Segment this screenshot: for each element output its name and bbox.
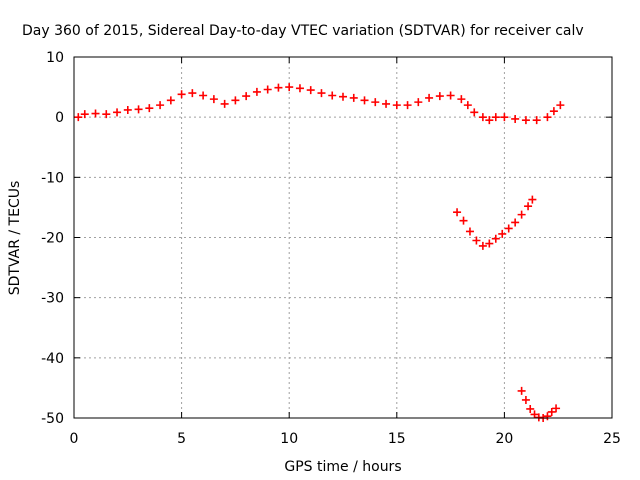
x-tick-label: 25 (603, 431, 621, 447)
y-tick-label: -50 (41, 411, 64, 427)
data-point (91, 109, 100, 118)
data-point (188, 89, 197, 98)
x-tick-label: 10 (280, 431, 298, 447)
data-series (74, 83, 565, 422)
data-point (177, 90, 186, 99)
data-point (552, 404, 561, 413)
y-tick-label: -20 (41, 231, 64, 247)
data-point (403, 101, 412, 110)
data-point (123, 105, 132, 114)
data-point (511, 114, 520, 123)
data-point (530, 410, 539, 419)
data-point (543, 113, 552, 122)
data-point (498, 229, 507, 238)
data-point (556, 101, 565, 110)
data-point (478, 241, 487, 250)
data-point (521, 395, 530, 404)
plot-frame (73, 56, 613, 419)
data-point (504, 224, 513, 233)
x-axis-label: GPS time / hours (284, 459, 401, 475)
data-point (134, 105, 143, 114)
x-tick-label: 20 (495, 431, 513, 447)
data-point (521, 116, 530, 125)
data-point (491, 234, 500, 243)
data-point (339, 92, 347, 101)
y-tick-label: 10 (46, 50, 64, 66)
data-point (274, 83, 283, 92)
data-point (524, 202, 533, 211)
data-point (425, 93, 434, 102)
data-point (528, 195, 537, 204)
data-point (465, 227, 474, 236)
data-point (199, 91, 208, 100)
data-point (285, 83, 294, 92)
data-point (457, 95, 466, 104)
data-point (263, 85, 272, 94)
data-point (453, 208, 462, 217)
data-point (231, 96, 240, 105)
data-point (526, 404, 535, 413)
data-point (532, 116, 541, 125)
data-point (252, 87, 261, 96)
data-point (371, 98, 380, 107)
data-point (80, 110, 89, 119)
data-point (491, 113, 500, 122)
data-point (547, 407, 556, 416)
data-point (328, 91, 337, 100)
data-point (156, 101, 165, 110)
data-point (435, 92, 444, 101)
ticks: 0 5 10 15 20 25 -50 -40 -30 -20 -10 0 10 (41, 50, 621, 447)
data-point (102, 110, 111, 119)
data-point (382, 99, 391, 108)
y-axis-label: SDTVAR / TECUs (7, 181, 23, 296)
y-tick-label: 0 (55, 110, 64, 126)
data-point (472, 236, 481, 245)
x-tick-label: 15 (388, 431, 406, 447)
data-point (145, 104, 154, 113)
data-point (360, 96, 369, 105)
y-tick-label: -40 (41, 351, 64, 367)
data-point (166, 96, 175, 105)
data-point (517, 210, 526, 219)
data-point (209, 95, 218, 104)
data-point (317, 89, 326, 98)
data-point (511, 218, 520, 227)
data-point (220, 99, 229, 108)
data-point (463, 101, 472, 110)
data-point (306, 86, 315, 95)
data-point (485, 116, 494, 125)
data-point (242, 92, 251, 101)
data-point (485, 239, 494, 248)
grid (74, 57, 612, 418)
data-point (543, 412, 552, 421)
data-point (349, 93, 358, 102)
data-point (74, 113, 83, 122)
x-tick-label: 0 (70, 431, 79, 447)
data-point (549, 107, 558, 116)
data-point (459, 216, 468, 225)
chart-title: Day 360 of 2015, Sidereal Day-to-day VTE… (22, 23, 584, 39)
data-point (446, 91, 455, 100)
data-point (392, 101, 401, 110)
data-point (295, 84, 304, 93)
data-point (414, 98, 423, 107)
data-point (500, 113, 509, 122)
y-tick-label: -10 (41, 170, 64, 186)
data-point (517, 386, 526, 395)
x-tick-label: 5 (177, 431, 186, 447)
data-point (478, 113, 487, 122)
data-point (113, 108, 122, 117)
data-point (470, 108, 479, 117)
y-tick-label: -30 (41, 291, 64, 307)
